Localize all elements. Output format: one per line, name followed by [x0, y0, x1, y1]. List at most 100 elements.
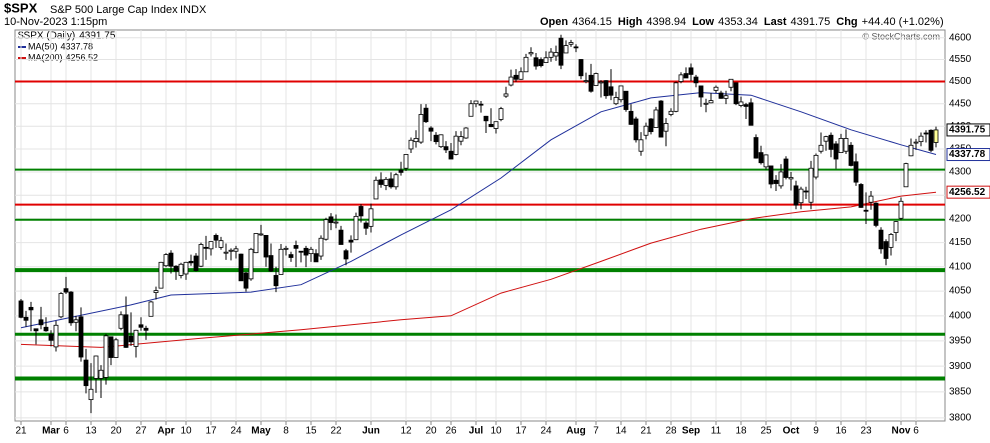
x-tick-label: 6	[63, 426, 69, 437]
candle-body	[583, 80, 589, 83]
title: $SPX	[4, 0, 38, 15]
legend-entry: MA(200)	[28, 52, 63, 62]
candle-body	[808, 167, 814, 203]
candle-body	[283, 247, 289, 250]
candle-body	[778, 171, 784, 187]
candle-body	[118, 314, 124, 329]
candle-body	[593, 73, 599, 86]
candle-body	[923, 132, 929, 135]
candle-body	[743, 104, 749, 107]
candle-body	[303, 247, 309, 256]
candle-body	[78, 316, 84, 358]
candle-body	[478, 103, 484, 106]
x-tick-label: Mar	[42, 426, 60, 437]
x-tick-label: 23	[860, 426, 872, 437]
candle-body	[43, 326, 49, 332]
candle-body	[523, 56, 529, 73]
candle-body	[683, 73, 689, 79]
candle-body	[323, 219, 329, 240]
y-tick-label: 4450	[949, 98, 972, 109]
quote-text: Chg	[836, 16, 857, 28]
candle-body	[298, 250, 304, 253]
x-tick-label: 17	[205, 426, 217, 437]
subtitle: S&P 500 Large Cap Index	[50, 4, 178, 16]
candle-body	[533, 57, 539, 67]
ma-value-label-box	[946, 185, 990, 199]
candle-body	[823, 136, 829, 142]
x-tick-label: 10	[490, 426, 502, 437]
candle-body	[763, 154, 769, 168]
x-tick-label: 22	[330, 426, 342, 437]
candle-body	[653, 109, 659, 128]
candle-body	[53, 324, 59, 348]
candle-body	[378, 179, 384, 185]
quote-header: Open 4364.15 High 4398.94 Low 4353.34 Last 4391…	[540, 16, 944, 28]
candle-body	[803, 190, 809, 193]
x-tick-label: 16	[835, 426, 847, 437]
candle-body	[393, 174, 399, 188]
legend-entry: MA(50)	[28, 41, 58, 51]
candle-body	[618, 85, 624, 101]
candle-body	[223, 251, 229, 254]
candle-body	[268, 255, 274, 272]
candle-body	[498, 108, 504, 120]
candle-body	[633, 118, 639, 141]
candle-body	[903, 163, 909, 188]
y-tick-label: 4300	[949, 167, 972, 178]
y-tick-label: 4100	[949, 261, 972, 272]
candle-body	[423, 107, 429, 123]
y-tick-label: 4050	[949, 286, 972, 297]
candle-body	[713, 86, 719, 91]
candle-body	[153, 290, 159, 293]
candle-body	[658, 100, 664, 138]
candle-body	[98, 369, 104, 379]
candle-body	[843, 138, 849, 152]
candle-body	[33, 328, 39, 332]
y-tick-label: 3950	[949, 335, 972, 346]
candle-body	[558, 37, 564, 66]
legend-value: 4256.52	[66, 52, 99, 62]
candle-body	[623, 90, 629, 110]
candle-body	[243, 272, 249, 289]
x-tick-label: Jun	[362, 426, 380, 437]
candle-body	[93, 355, 99, 379]
candle-body	[673, 82, 679, 112]
candle-body	[308, 248, 314, 255]
candle-body	[143, 327, 149, 331]
candle-body	[503, 93, 509, 97]
candle-body	[428, 127, 434, 132]
candle-body	[88, 388, 94, 401]
quote-text: 4353.34	[718, 16, 758, 28]
candle-body	[518, 71, 524, 80]
candle-body	[433, 134, 439, 143]
exchange: INDX	[180, 4, 207, 16]
candle-body	[178, 263, 184, 276]
x-tick-label: 17	[515, 426, 527, 437]
candle-body	[413, 138, 419, 143]
candle-body	[753, 137, 759, 159]
candle-body	[443, 146, 449, 151]
candle-body	[848, 144, 854, 166]
legend-symbol: $SPX (Daily)	[18, 31, 75, 42]
y-tick-label: 3850	[949, 386, 972, 397]
candle-body	[333, 221, 339, 224]
candle-body	[348, 239, 354, 243]
candle-body	[833, 143, 839, 160]
candle-body	[273, 275, 279, 287]
candle-body	[28, 306, 34, 311]
legend-value: 4391.75	[79, 31, 116, 42]
y-tick-label: 4200	[949, 213, 972, 224]
x-tick-label: 14	[615, 426, 627, 437]
y-tick-label: 4000	[949, 310, 972, 321]
x-tick-label: 7	[593, 426, 599, 437]
candle-body	[248, 248, 254, 280]
x-tick-label: 13	[85, 426, 97, 437]
candle-body	[908, 144, 914, 157]
candle-body	[628, 110, 634, 125]
candle-body	[928, 129, 934, 151]
candle-body	[863, 209, 869, 212]
candle-body	[193, 255, 199, 271]
x-tick-label: 24	[230, 426, 242, 437]
candle-body	[453, 135, 459, 155]
